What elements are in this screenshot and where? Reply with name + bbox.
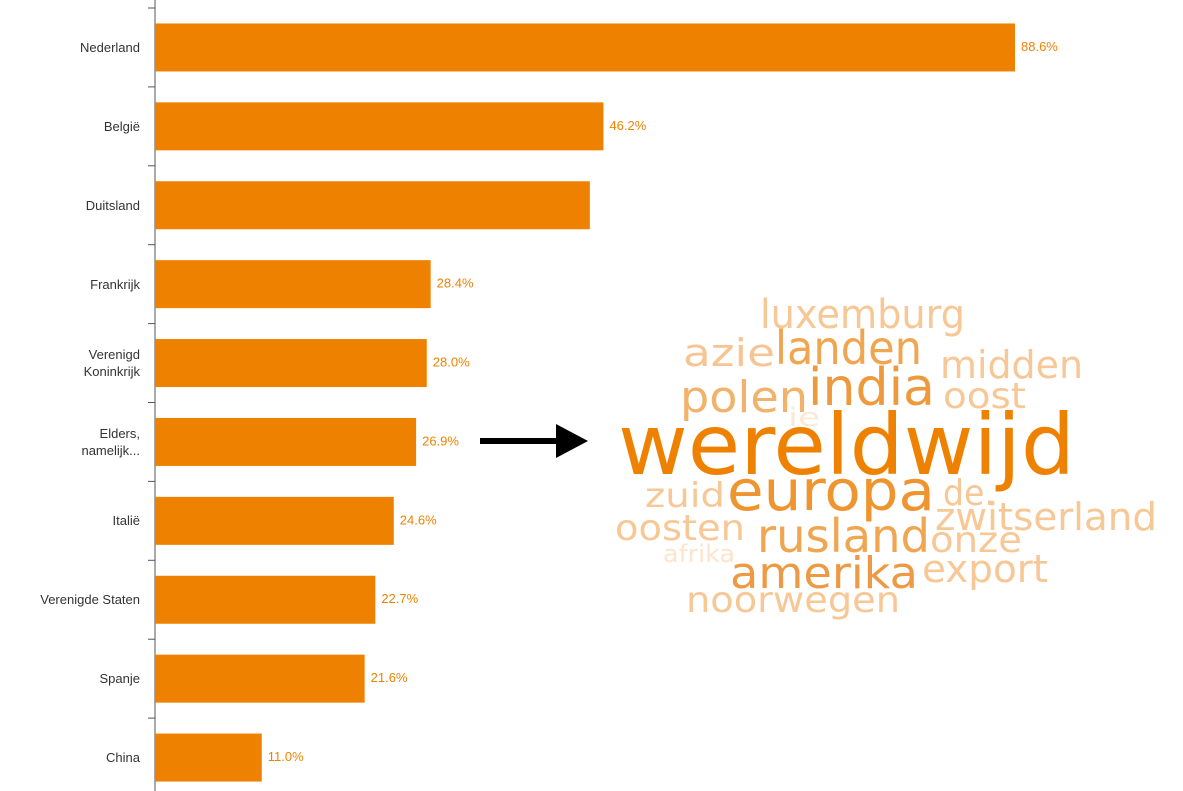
word: afrika	[663, 540, 735, 568]
category-label: China	[106, 750, 140, 766]
value-label: 28.4%	[437, 276, 474, 291]
word: midden	[940, 343, 1083, 387]
word: zuid	[645, 476, 725, 516]
word: de.	[943, 473, 995, 514]
bar	[155, 733, 262, 782]
value-label: 28.0%	[433, 354, 470, 369]
word: rusland	[757, 509, 930, 563]
category-label: Verenigde Staten	[40, 592, 140, 608]
word: export	[922, 547, 1048, 591]
word: wereldwijd	[618, 396, 1075, 494]
category-label: België	[103, 118, 140, 134]
bar	[155, 496, 394, 545]
category-label: Duitsland	[85, 197, 140, 213]
word: onze	[930, 520, 1022, 561]
bar	[155, 260, 431, 309]
category-label: Verenigd Koninkrijk	[83, 347, 140, 380]
category-label: Italië	[112, 513, 140, 529]
value-label: 46.2%	[609, 118, 646, 133]
category-label: Spanje	[99, 671, 140, 687]
value-label: 22.7%	[381, 591, 418, 606]
bar	[155, 23, 1015, 72]
category-label: Elders, namelijk...	[81, 425, 140, 458]
word: ie	[788, 403, 820, 433]
word: europa	[727, 459, 935, 524]
word: azie	[683, 331, 775, 375]
arrow	[480, 424, 588, 458]
bar	[155, 181, 590, 230]
word: zwitserland	[935, 495, 1157, 539]
bar	[155, 339, 427, 388]
category-label: Nederland	[80, 39, 140, 55]
value-label: 11.0%	[268, 749, 304, 764]
word: amerika	[730, 548, 918, 599]
value-label: 88.6%	[1021, 39, 1058, 54]
value-label: 26.9%	[422, 433, 459, 448]
category-label: Frankrijk	[90, 276, 140, 292]
word: noorwegen	[686, 580, 900, 621]
bar	[155, 575, 376, 624]
bar	[155, 654, 365, 703]
word: oost	[943, 376, 1026, 417]
value-label: 24.6%	[400, 512, 437, 527]
value-label: 21.6%	[371, 670, 408, 685]
word: landen	[775, 321, 922, 375]
word: india	[808, 358, 935, 418]
word: polen	[680, 372, 808, 423]
word: luxemburg	[760, 292, 965, 338]
word: oosten	[615, 508, 745, 549]
bar	[155, 102, 604, 151]
bar	[155, 417, 417, 466]
